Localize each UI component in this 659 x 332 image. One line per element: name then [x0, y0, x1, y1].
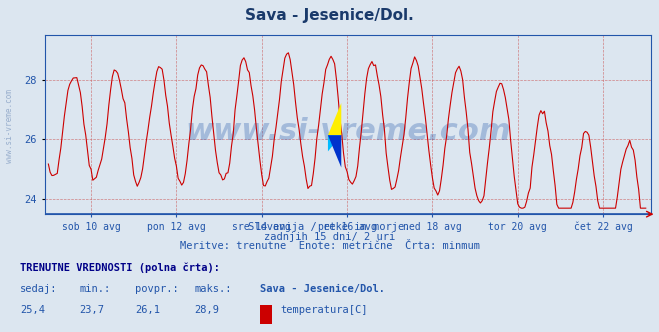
- Text: Slovenija / reke in morje.: Slovenija / reke in morje.: [248, 222, 411, 232]
- Polygon shape: [328, 135, 341, 168]
- Text: Sava - Jesenice/Dol.: Sava - Jesenice/Dol.: [260, 284, 386, 294]
- Polygon shape: [328, 135, 341, 151]
- Text: povpr.:: povpr.:: [135, 284, 179, 294]
- Text: 28,9: 28,9: [194, 305, 219, 315]
- Text: zadnjih 15 dni/ 2 uri: zadnjih 15 dni/ 2 uri: [264, 232, 395, 242]
- Text: 26,1: 26,1: [135, 305, 160, 315]
- Text: www.si-vreme.com: www.si-vreme.com: [5, 89, 14, 163]
- Text: min.:: min.:: [79, 284, 110, 294]
- Text: 25,4: 25,4: [20, 305, 45, 315]
- Text: www.si-vreme.com: www.si-vreme.com: [185, 117, 511, 146]
- Text: TRENUTNE VREDNOSTI (polna črta):: TRENUTNE VREDNOSTI (polna črta):: [20, 262, 219, 273]
- Polygon shape: [328, 103, 341, 135]
- Text: Sava - Jesenice/Dol.: Sava - Jesenice/Dol.: [245, 8, 414, 23]
- Text: maks.:: maks.:: [194, 284, 232, 294]
- Text: sedaj:: sedaj:: [20, 284, 57, 294]
- Text: temperatura[C]: temperatura[C]: [280, 305, 368, 315]
- Text: 23,7: 23,7: [79, 305, 104, 315]
- Text: Meritve: trenutne  Enote: metrične  Črta: minmum: Meritve: trenutne Enote: metrične Črta: …: [179, 241, 480, 251]
